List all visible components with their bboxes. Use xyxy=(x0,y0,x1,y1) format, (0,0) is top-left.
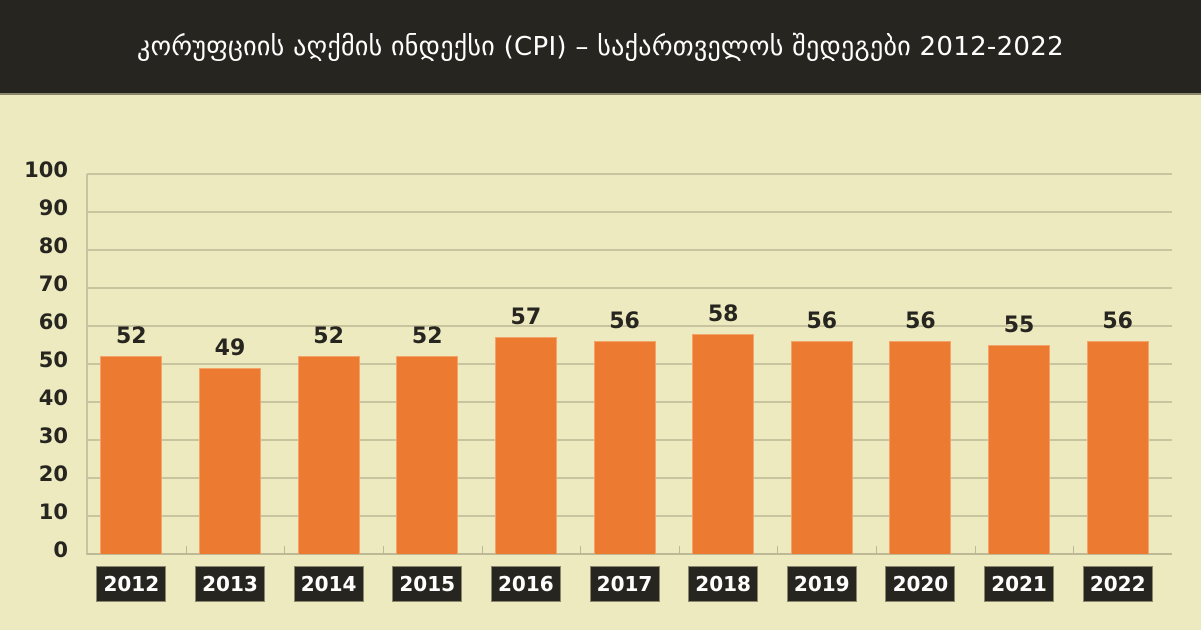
x-tick-label-2018: 2018 xyxy=(688,566,759,602)
gridline xyxy=(87,173,1172,175)
y-tick-label: 0 xyxy=(53,538,68,562)
bar-2014 xyxy=(297,356,360,554)
bar-2013 xyxy=(198,367,261,554)
x-tick-label-2022: 2022 xyxy=(1082,566,1153,602)
x-tick xyxy=(876,546,878,554)
x-tick xyxy=(284,546,286,554)
bar-2017 xyxy=(593,341,656,554)
plot-area: 52 49 52 52 57 56 58 56 56 55 56 xyxy=(86,173,1172,555)
x-tick-label-2013: 2013 xyxy=(194,566,265,602)
chart-title: კორუფციის აღქმის ინდექსი (CPI) – საქართვ… xyxy=(137,31,1064,62)
bar-value-label: 56 xyxy=(905,309,936,335)
y-tick-label: 100 xyxy=(24,158,68,182)
gridline xyxy=(87,325,1172,327)
x-tick-label-2014: 2014 xyxy=(293,566,364,602)
bar-2022 xyxy=(1086,341,1149,554)
x-tick xyxy=(580,546,582,554)
y-tick-label: 50 xyxy=(38,348,68,372)
bar-value-label: 52 xyxy=(313,324,344,350)
x-tick-label-2021: 2021 xyxy=(984,566,1055,602)
x-tick xyxy=(678,546,680,554)
title-bar: კორუფციის აღქმის ინდექსი (CPI) – საქართვ… xyxy=(0,0,1201,95)
bar-2019 xyxy=(790,341,853,554)
y-tick-label: 10 xyxy=(38,500,68,524)
bar-value-label: 56 xyxy=(1102,309,1133,335)
bar-2016 xyxy=(494,337,557,554)
bar-value-label: 58 xyxy=(707,301,739,327)
y-tick-label: 30 xyxy=(38,424,68,448)
y-tick-label: 40 xyxy=(38,386,68,410)
gridline xyxy=(87,211,1172,213)
bar-value-label: 56 xyxy=(806,309,838,335)
gridline xyxy=(87,287,1172,289)
bar-value-label: 52 xyxy=(411,324,443,350)
x-tick-label-2016: 2016 xyxy=(490,566,561,602)
x-tick xyxy=(481,546,483,554)
x-tick xyxy=(185,546,187,554)
bar-2012 xyxy=(100,356,163,554)
y-tick-label: 60 xyxy=(38,310,68,334)
bar-value-label: 57 xyxy=(510,305,542,331)
bar-value-label: 49 xyxy=(214,335,246,361)
x-tick-label-2020: 2020 xyxy=(885,566,956,602)
x-tick xyxy=(974,546,976,554)
y-tick-label: 90 xyxy=(38,196,68,220)
x-tick xyxy=(382,546,384,554)
y-tick-label: 20 xyxy=(38,462,68,486)
x-tick xyxy=(777,546,779,554)
bar-2020 xyxy=(889,341,952,554)
bar-value-label: 52 xyxy=(116,324,147,350)
x-tick-label-2017: 2017 xyxy=(589,566,660,602)
gridline xyxy=(87,249,1172,251)
bar-2015 xyxy=(396,356,459,554)
bar-value-label: 56 xyxy=(609,309,640,335)
bar-2018 xyxy=(692,333,755,554)
x-axis-line xyxy=(87,553,1172,555)
bar-2021 xyxy=(988,345,1051,554)
bar-value-label: 55 xyxy=(1003,313,1035,338)
x-tick-label-2012: 2012 xyxy=(96,566,167,602)
x-tick-label-2019: 2019 xyxy=(786,566,857,602)
y-tick-label: 80 xyxy=(38,234,68,258)
y-tick-label: 70 xyxy=(38,272,68,296)
x-tick-label-2015: 2015 xyxy=(392,566,463,602)
x-tick xyxy=(1073,546,1075,554)
